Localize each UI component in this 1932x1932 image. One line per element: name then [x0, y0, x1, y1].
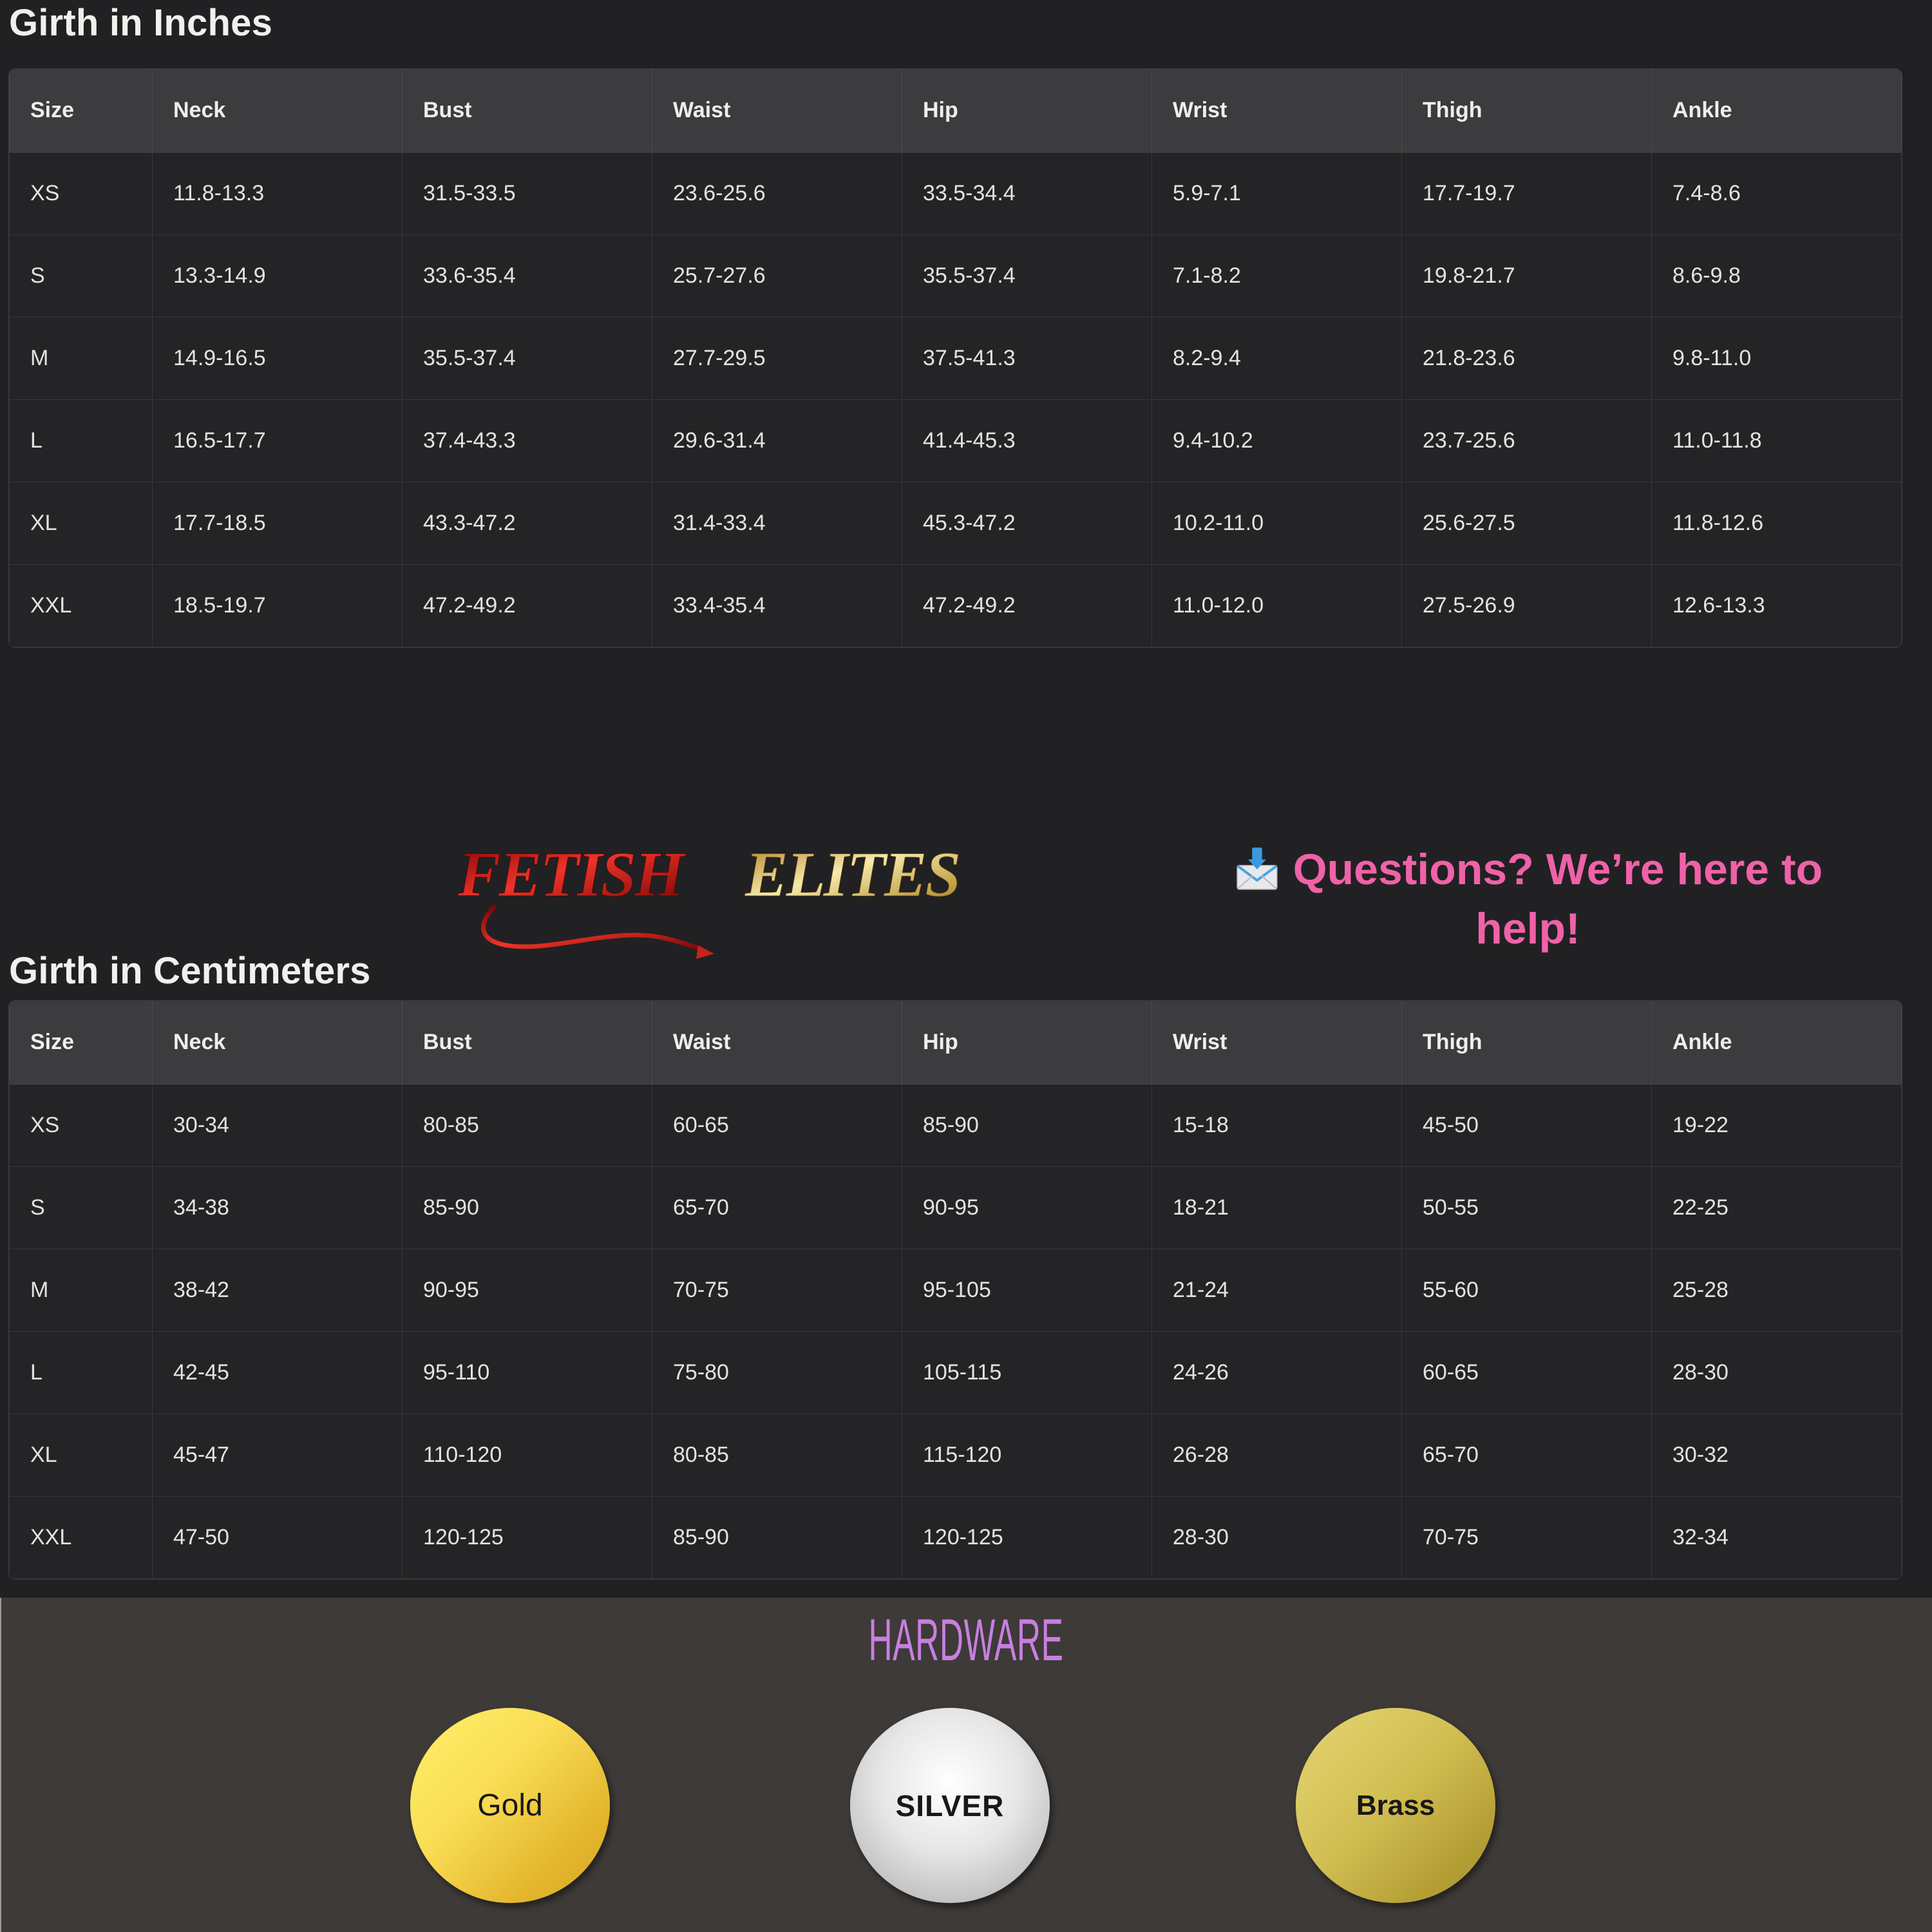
- svg-text:ELITES: ELITES: [744, 838, 959, 910]
- svg-text:FETISH: FETISH: [457, 838, 687, 910]
